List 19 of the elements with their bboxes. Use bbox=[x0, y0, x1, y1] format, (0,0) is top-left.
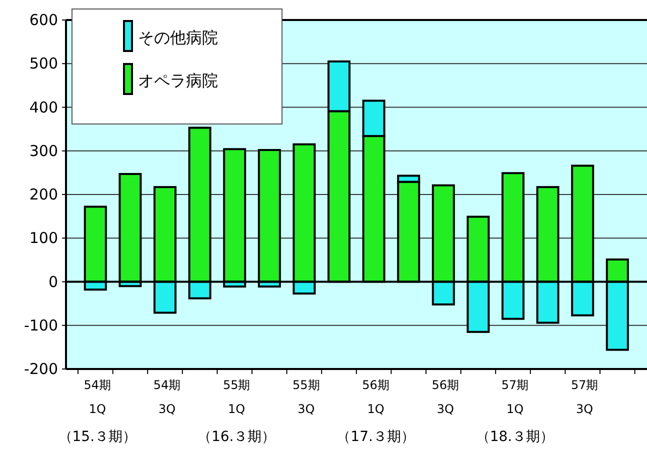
x-tick-label: 55期 1Q （16.３期） bbox=[197, 378, 276, 445]
y-tick-label: 500 bbox=[29, 54, 58, 73]
x-tick-label: 54期 1Q （15.３期） bbox=[58, 378, 137, 445]
x-tick-label: 57期 3Q bbox=[570, 378, 598, 416]
y-tick-label: 100 bbox=[29, 229, 58, 248]
y-tick-label: -200 bbox=[24, 360, 58, 378]
legend-label: オペラ病院 bbox=[138, 71, 218, 90]
x-tick-label: 56期 3Q bbox=[432, 378, 460, 416]
x-tick-label: 56期 1Q （17.３期） bbox=[336, 378, 415, 445]
y-tick-label: 200 bbox=[29, 186, 58, 204]
y-tick-label: 400 bbox=[29, 98, 58, 116]
y-tick-label: -100 bbox=[24, 316, 58, 334]
x-tick-label: 54期 3Q bbox=[153, 378, 181, 416]
x-tick-label: 55期 3Q bbox=[292, 378, 320, 416]
x-tick-label: 57期 1Q （18.３期） bbox=[476, 378, 554, 445]
y-tick-label: 600 bbox=[29, 11, 58, 29]
y-tick-label: 0 bbox=[48, 272, 58, 291]
legend-label: その他病院 bbox=[138, 28, 218, 47]
y-tick-label: 300 bbox=[29, 142, 58, 160]
